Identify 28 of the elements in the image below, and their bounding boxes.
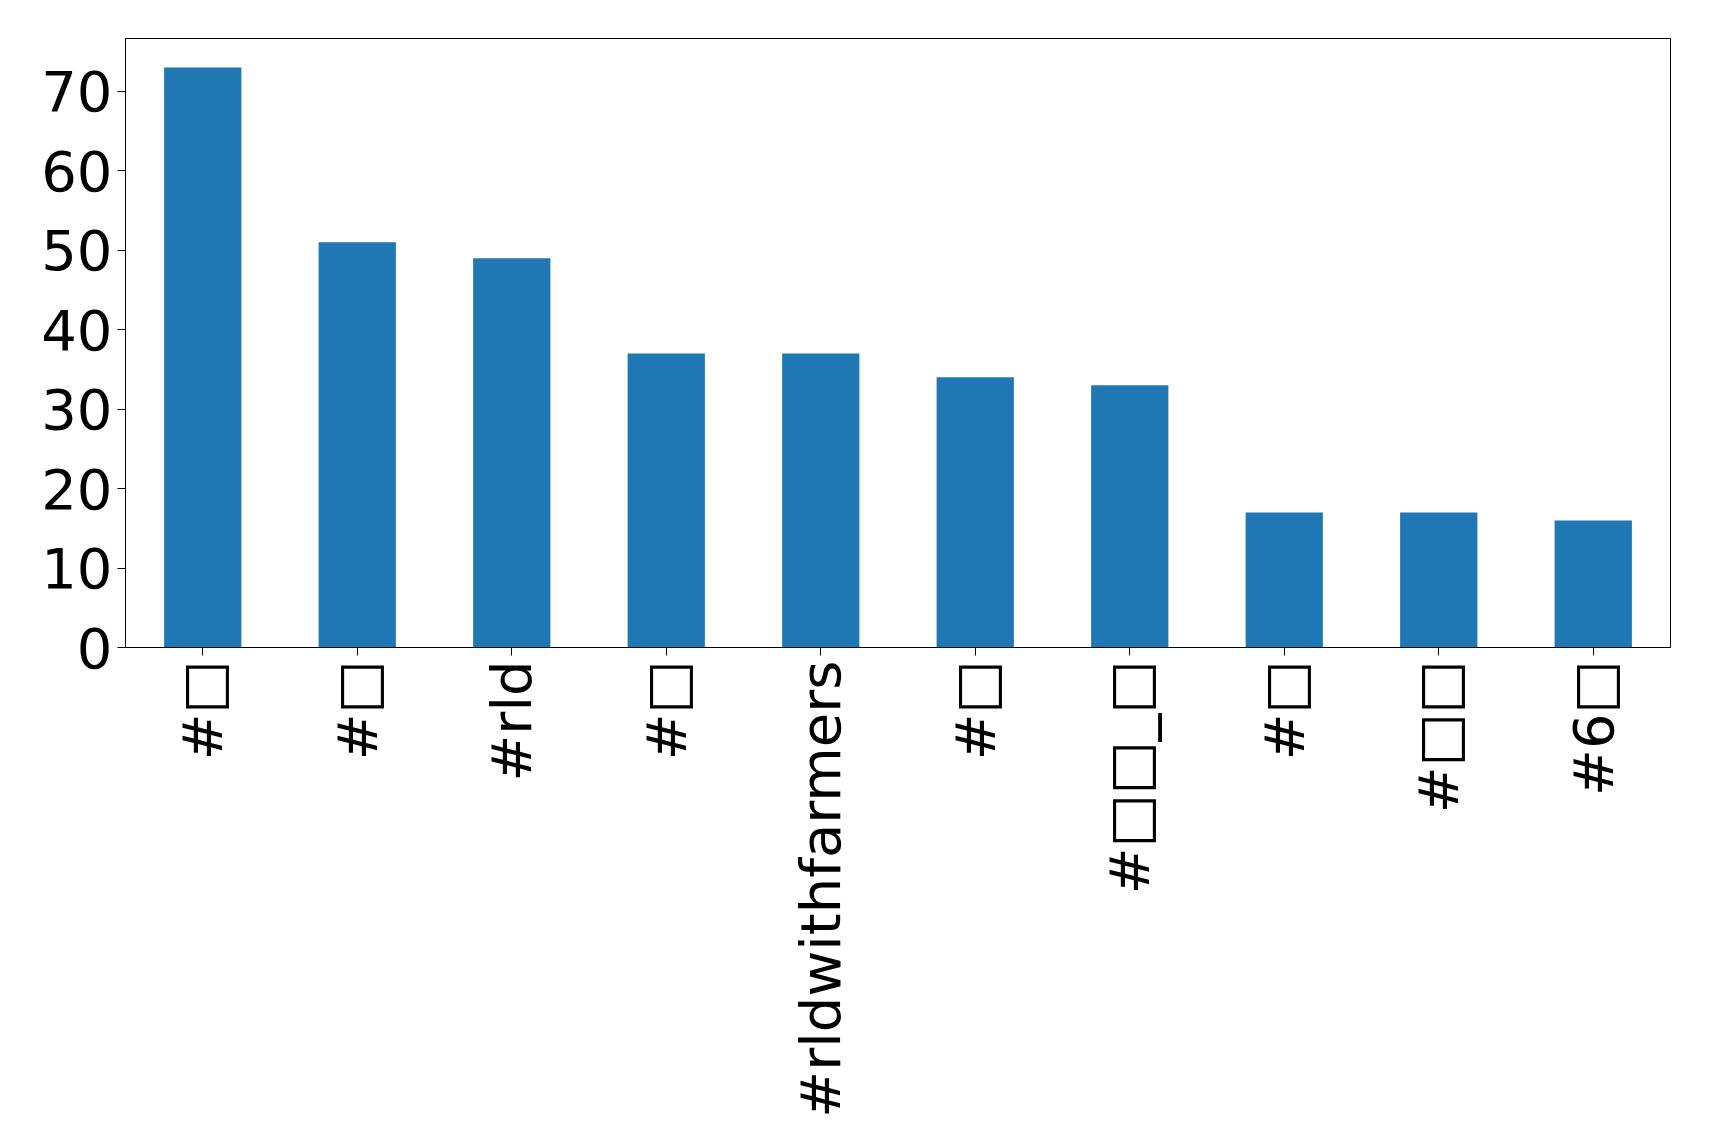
x-tick-label: #□□_□	[1097, 660, 1163, 895]
x-tick-label: #rldwithfarmers	[788, 660, 854, 1118]
bar	[1400, 512, 1478, 648]
bar	[782, 353, 860, 648]
y-tick-label: 60	[41, 138, 113, 204]
y-tick-label: 30	[41, 377, 113, 443]
x-tick-label: #□	[942, 660, 1008, 761]
x-tick-label: #□	[633, 660, 699, 761]
bar	[1554, 520, 1632, 648]
y-tick-label: 20	[41, 456, 113, 522]
x-tick-label: #□	[170, 660, 236, 761]
x-tick-label: #□	[1251, 660, 1317, 761]
y-tick-label: 10	[41, 536, 113, 602]
bar	[164, 67, 242, 648]
bar	[1091, 385, 1169, 648]
x-tick-label: #□	[324, 660, 390, 761]
y-tick-label: 40	[41, 297, 113, 363]
x-tick-label: #6□	[1560, 660, 1626, 796]
bar	[318, 242, 396, 648]
x-tick-label: #rld	[479, 660, 545, 782]
bar	[627, 353, 705, 648]
y-tick-label: 50	[41, 218, 113, 284]
y-tick-label: 70	[41, 59, 113, 125]
bar	[1245, 512, 1323, 648]
y-tick-label: 0	[76, 615, 113, 681]
bar	[473, 258, 551, 648]
bar	[936, 377, 1014, 648]
x-tick-label: #□□	[1406, 660, 1472, 814]
